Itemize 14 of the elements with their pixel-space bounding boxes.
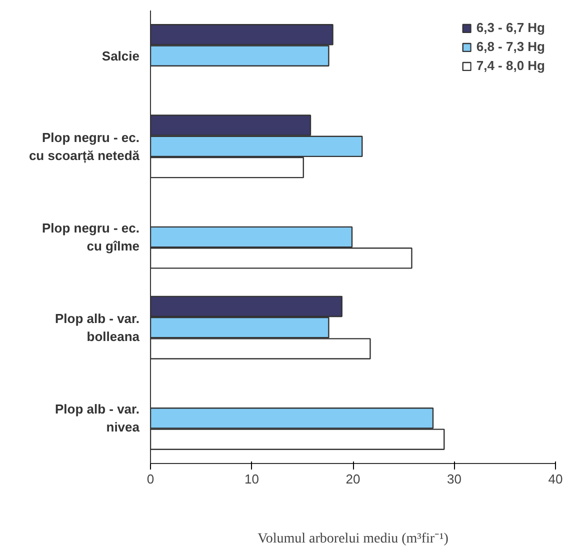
x-tick-label: 30 [447, 472, 462, 486]
legend-label: 6,3 - 6,7 Hg [476, 20, 545, 35]
y-tick-label: Plop negru - ec. cu scoarță netedă [28, 130, 140, 164]
legend-label: 6,8 - 7,3 Hg [476, 39, 545, 54]
x-tick-label: 20 [346, 472, 360, 486]
x-tick-label: 40 [548, 472, 563, 486]
y-tick-label: Plop negru - ec. cu gîlme [42, 220, 140, 254]
y-tick-label: Plop alb - var. bolleana [54, 311, 140, 344]
y-tick-label: Plop alb - var. nivea [54, 402, 140, 435]
x-axis-title: Volumul arborelui mediu (m³fir⁻¹) [258, 532, 449, 546]
x-tick-label: 0 [146, 472, 154, 486]
x-tick-label: 10 [244, 472, 259, 486]
y-tick-label: Salcie [102, 48, 140, 64]
legend-label: 7,4 - 8,0 Hg [476, 58, 545, 73]
